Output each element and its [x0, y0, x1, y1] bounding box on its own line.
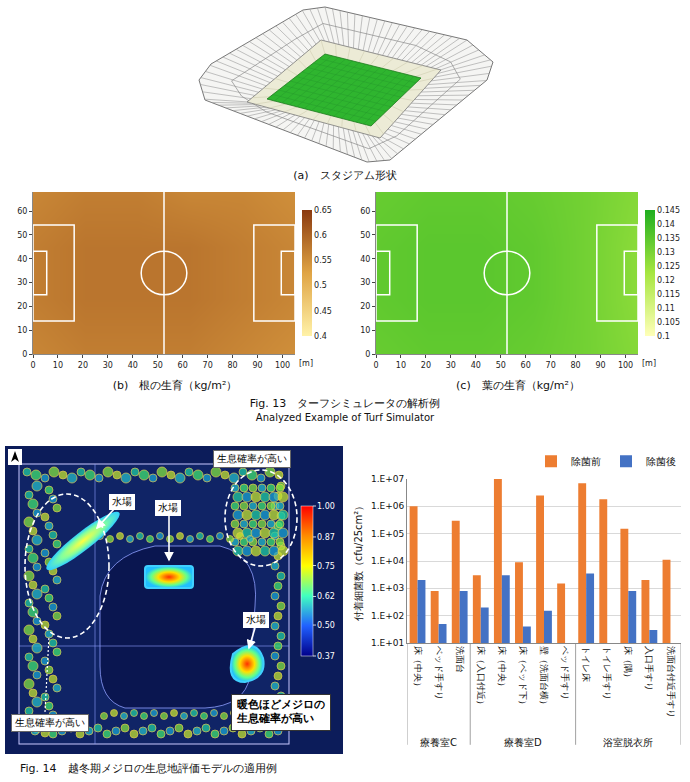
svg-text:トイレ手すり: トイレ手すり [602, 646, 612, 700]
svg-text:30: 30 [103, 361, 113, 370]
svg-text:40: 40 [360, 255, 370, 264]
svg-text:30: 30 [17, 278, 27, 287]
svg-text:入口手すり: 入口手すり [644, 646, 654, 691]
svg-text:40: 40 [128, 361, 138, 370]
svg-text:10: 10 [17, 326, 27, 335]
svg-text:床（入口付近）: 床（入口付近） [476, 646, 486, 709]
svg-text:0.62: 0.62 [317, 592, 335, 601]
svg-text:20: 20 [360, 302, 370, 311]
svg-text:70: 70 [546, 361, 556, 370]
svg-text:0.75: 0.75 [317, 562, 335, 571]
svg-text:60: 60 [178, 361, 188, 370]
svg-text:0: 0 [373, 361, 378, 370]
svg-text:0.55: 0.55 [314, 256, 332, 265]
svg-text:100: 100 [275, 361, 290, 370]
svg-text:1.E+02: 1.E+02 [371, 611, 404, 621]
svg-text:0.12: 0.12 [657, 276, 675, 285]
html-text:水場: 水場 [158, 502, 178, 513]
svg-text:30: 30 [360, 278, 370, 287]
svg-text:50: 50 [360, 231, 370, 240]
svg-text:0.4: 0.4 [314, 332, 327, 341]
html-text:(a) スタジアム形状: (a) スタジアム形状 [293, 169, 397, 182]
svg-text:ベッド手すり: ベッド手すり [434, 646, 444, 700]
svg-text:40: 40 [471, 361, 481, 370]
svg-text:床（隅）: 床（隅） [623, 646, 633, 682]
svg-text:80: 80 [228, 361, 238, 370]
svg-text:洗面台付近手すり: 洗面台付近手すり [666, 646, 676, 718]
svg-text:60: 60 [360, 207, 370, 216]
html-text:生息確率が高い: 生息確率が高い [217, 453, 287, 464]
svg-text:0: 0 [22, 350, 27, 359]
html-text:暖色ほどメジロの生息確率が高い: 暖色ほどメジロの生息確率が高い [237, 698, 325, 726]
svg-text:浴室脱衣所: 浴室脱衣所 [603, 737, 653, 748]
svg-text:20: 20 [78, 361, 88, 370]
svg-text:除菌後: 除菌後 [646, 456, 676, 467]
svg-text:60: 60 [521, 361, 531, 370]
svg-text:0.50: 0.50 [317, 621, 335, 630]
svg-text:1.00: 1.00 [317, 502, 335, 511]
svg-text:療養室C: 療養室C [420, 737, 457, 748]
svg-text:10: 10 [360, 326, 370, 335]
svg-text:0.13: 0.13 [657, 248, 675, 257]
svg-text:10: 10 [53, 361, 63, 370]
svg-text:[m]: [m] [642, 359, 656, 368]
html-text:水場: 水場 [112, 496, 132, 507]
svg-text:0.6: 0.6 [314, 231, 327, 240]
svg-text:壁（洗面台横）: 壁（洗面台横） [539, 646, 549, 709]
svg-text:50: 50 [153, 361, 163, 370]
svg-text:床（ベッド下）: 床（ベッド下） [518, 646, 528, 709]
svg-text:1.E+06: 1.E+06 [371, 501, 405, 511]
svg-text:0.37: 0.37 [317, 652, 335, 661]
svg-text:0.105: 0.105 [657, 318, 680, 327]
svg-text:0.14: 0.14 [657, 220, 675, 229]
svg-text:0.87: 0.87 [317, 533, 335, 542]
html-text:Fig. 13 ターフシミュレータの解析例: Fig. 13 ターフシミュレータの解析例 [249, 397, 441, 410]
svg-text:療養室D: 療養室D [504, 737, 542, 748]
svg-text:80: 80 [571, 361, 581, 370]
svg-text:90: 90 [252, 361, 262, 370]
svg-text:70: 70 [203, 361, 213, 370]
svg-text:30: 30 [446, 361, 456, 370]
svg-text:0: 0 [365, 350, 370, 359]
svg-text:0.135: 0.135 [657, 234, 680, 243]
svg-text:0: 0 [30, 361, 35, 370]
svg-text:40: 40 [17, 255, 27, 264]
svg-text:0.65: 0.65 [314, 206, 332, 215]
svg-text:100: 100 [618, 361, 633, 370]
svg-text:1.E+04: 1.E+04 [371, 556, 405, 566]
svg-text:0.5: 0.5 [314, 281, 327, 290]
svg-text:除菌前: 除菌前 [571, 456, 601, 467]
html-text:生息確率が高い: 生息確率が高い [15, 717, 85, 728]
svg-text:0.45: 0.45 [314, 307, 332, 316]
html-text:Fig. 14 越冬期メジロの生息地評価モデルの適用例: Fig. 14 越冬期メジロの生息地評価モデルの適用例 [20, 762, 277, 775]
svg-text:トイレ床: トイレ床 [581, 646, 591, 682]
svg-text:50: 50 [496, 361, 506, 370]
html-text:(c) 葉の生育（kg/m²）: (c) 葉の生育（kg/m²） [456, 379, 580, 392]
svg-text:付着細菌数（cfu/25cm²）: 付着細菌数（cfu/25cm²） [353, 501, 364, 622]
svg-text:90: 90 [595, 361, 605, 370]
svg-text:1.E+01: 1.E+01 [371, 638, 404, 648]
svg-text:0.11: 0.11 [657, 304, 675, 313]
svg-text:[m]: [m] [299, 359, 313, 368]
html-text:(b) 根の生育（kg/m²）: (b) 根の生育（kg/m²） [112, 379, 238, 392]
svg-text:0.115: 0.115 [657, 290, 680, 299]
svg-text:60: 60 [17, 207, 27, 216]
svg-text:床（中央）: 床（中央） [497, 646, 507, 691]
svg-text:10: 10 [396, 361, 406, 370]
svg-text:1.E+07: 1.E+07 [371, 474, 404, 484]
svg-text:ベッド手すり: ベッド手すり [560, 646, 570, 700]
html-text:Analyzed Example of Turf Simul: Analyzed Example of Turf Simulator [255, 412, 435, 423]
svg-text:20: 20 [421, 361, 431, 370]
svg-text:1.E+03: 1.E+03 [371, 583, 404, 593]
svg-text:0.125: 0.125 [657, 262, 680, 271]
svg-text:0.1: 0.1 [657, 332, 670, 341]
html-text:水場: 水場 [246, 614, 266, 625]
svg-text:50: 50 [17, 231, 27, 240]
svg-text:床（中央）: 床（中央） [413, 646, 423, 691]
svg-text:20: 20 [17, 302, 27, 311]
svg-text:洗面台: 洗面台 [455, 646, 465, 673]
svg-text:0.145: 0.145 [657, 206, 680, 215]
svg-text:1.E+05: 1.E+05 [371, 529, 404, 539]
